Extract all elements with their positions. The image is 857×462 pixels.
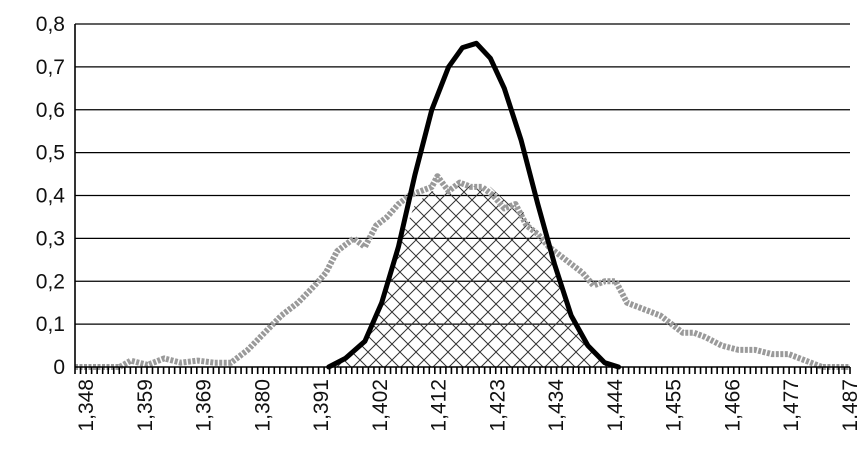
overlap-area-fill [328, 182, 619, 367]
x-tick-label: 1,477 [780, 379, 803, 432]
y-tick-label: 0,4 [36, 185, 66, 208]
series-black-curve [326, 40, 622, 370]
y-tick-label: 0,5 [36, 142, 65, 165]
series-line-gray [75, 173, 850, 370]
x-tick-label: 1,444 [604, 379, 627, 432]
x-tick-labels: 1,348 1,359 1,369 1,380 1,391 1,402 1,412 1,423… [75, 379, 857, 432]
overlap-area [328, 182, 619, 367]
y-tick-label: 0,2 [36, 270, 65, 293]
x-tick-label: 1,369 [193, 379, 216, 432]
x-tick-label: 1,380 [251, 379, 274, 432]
y-tick-labels: 0 0,1 0,2 0,3 0,4 0,5 0,6 0,7 0,8 [36, 13, 66, 379]
y-tick-label: 0 [53, 356, 65, 379]
x-tick-label: 1,348 [75, 379, 98, 432]
x-tick-label: 1,423 [486, 379, 509, 432]
x-tick-label: 1,434 [545, 379, 568, 432]
x-tick-label: 1,455 [663, 379, 686, 432]
x-tick-label: 1,391 [310, 379, 333, 432]
y-tick-label: 0,8 [36, 13, 65, 36]
axes [74, 24, 851, 374]
x-tick-label: 1,466 [721, 379, 744, 432]
y-tick-label: 0,3 [36, 227, 65, 250]
x-tick-label: 1,402 [369, 379, 392, 432]
x-tick-label: 1,359 [134, 379, 157, 432]
x-tick-label: 1,412 [428, 379, 451, 432]
y-tick-label: 0,7 [36, 56, 65, 79]
y-tick-label: 0,6 [36, 99, 65, 122]
series-line-black [326, 40, 622, 370]
series-gray-histogram [75, 173, 850, 370]
y-tick-label: 0,1 [36, 313, 65, 336]
x-tick-label: 1,487 [839, 379, 857, 432]
